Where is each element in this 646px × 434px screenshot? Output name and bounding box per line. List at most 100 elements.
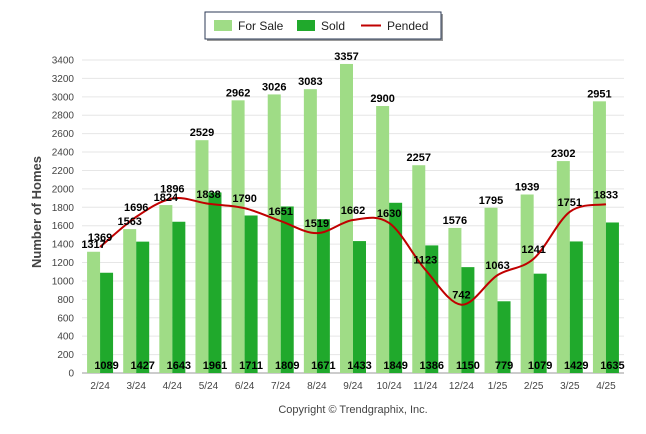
y-tick-label: 2200	[52, 166, 75, 177]
label-pended: 1519	[305, 218, 329, 230]
bar-for-sale	[123, 229, 137, 373]
label-for-sale: 1939	[515, 181, 539, 193]
label-pended: 1838	[196, 189, 220, 201]
label-pended: 1790	[232, 193, 256, 205]
y-tick-label: 2600	[52, 129, 75, 140]
x-tick-label: 12/24	[449, 381, 474, 392]
y-tick-label: 2400	[52, 148, 75, 159]
copyright-credit: Copyright © Trendgraphix, Inc.	[278, 404, 427, 416]
x-tick-label: 2/25	[524, 381, 544, 392]
label-pended: 1241	[521, 244, 545, 256]
bar-layer	[87, 63, 619, 374]
label-pended: 1630	[377, 208, 401, 220]
x-tick-label: 8/24	[307, 381, 327, 392]
x-tick-label: 10/24	[377, 381, 402, 392]
bar-sold	[100, 272, 114, 373]
legend-label-sold: Sold	[321, 19, 345, 33]
bar-sold	[353, 241, 366, 373]
label-for-sale: 3026	[262, 81, 286, 93]
y-tick-label: 2000	[52, 184, 75, 195]
label-for-sale: 1795	[479, 195, 503, 207]
bar-for-sale	[267, 94, 281, 374]
bar-sold	[136, 241, 150, 373]
y-tick-label: 1400	[52, 240, 75, 251]
y-tick-label: 2800	[52, 111, 75, 122]
label-for-sale: 1824	[154, 192, 179, 204]
axis-layer: 0 200 400 600 800 1000 1200 1400 1600 1800 2000 220…	[52, 56, 616, 393]
bar-sold	[533, 273, 547, 373]
label-for-sale: 2900	[370, 93, 394, 105]
label-sold: 1079	[528, 360, 552, 372]
bar-for-sale	[159, 205, 173, 373]
label-for-sale: 2529	[190, 127, 214, 139]
bar-sold	[389, 202, 403, 373]
legend-box	[204, 11, 442, 40]
x-tick-label: 3/25	[560, 381, 580, 392]
legend-swatch-sold	[297, 20, 315, 31]
label-for-sale: 2257	[407, 152, 431, 164]
x-tick-label: 7/24	[271, 381, 291, 392]
label-pended: 1833	[594, 189, 618, 201]
y-tick-label: 1000	[52, 276, 75, 287]
label-pended: 742	[452, 290, 470, 302]
label-pended: 1896	[160, 183, 184, 195]
label-sold: 1386	[420, 360, 444, 372]
label-sold: 1849	[383, 360, 407, 372]
label-sold: 1643	[167, 360, 191, 372]
y-tick-label: 600	[57, 313, 74, 324]
label-sold: 1427	[130, 360, 154, 372]
y-tick-label: 0	[68, 369, 74, 380]
bar-for-sale	[556, 161, 570, 373]
label-for-sale: 2951	[587, 88, 611, 100]
bar-for-sale	[87, 251, 101, 373]
bar-for-sale	[484, 207, 498, 373]
label-layer: 1317 1089 1369 1563 1427 1696 1824 1643 1896 2529…	[81, 51, 624, 372]
x-tick-label: 4/25	[596, 381, 616, 392]
x-tick-label: 1/25	[488, 381, 508, 392]
label-sold: 1429	[564, 360, 588, 372]
legend: For Sale Sold Pended	[204, 11, 443, 41]
bar-for-sale	[448, 227, 462, 373]
y-tick-label: 1600	[52, 221, 75, 232]
bar-sold	[208, 192, 222, 373]
label-sold: 779	[495, 360, 513, 372]
x-tick-label: 3/24	[126, 381, 146, 392]
legend-swatch-for-sale	[214, 20, 232, 31]
label-sold: 1150	[456, 360, 480, 372]
bar-sold	[316, 219, 330, 373]
label-pended: 1063	[485, 260, 509, 272]
x-tick-label: 5/24	[199, 381, 219, 392]
label-pended: 1751	[558, 197, 582, 209]
label-for-sale: 1563	[117, 216, 141, 228]
y-tick-label: 1200	[52, 258, 75, 269]
x-tick-label: 2/24	[90, 381, 110, 392]
label-for-sale: 2962	[226, 87, 250, 99]
label-for-sale: 2302	[551, 148, 575, 160]
y-tick-label: 3000	[52, 92, 75, 103]
y-tick-label: 400	[57, 332, 74, 343]
bar-sold	[280, 206, 294, 373]
label-sold: 1671	[311, 360, 335, 372]
bar-for-sale	[412, 165, 426, 373]
line-layer	[99, 196, 607, 306]
label-pended: 1662	[341, 205, 365, 217]
label-for-sale: 1576	[443, 215, 467, 227]
label-pended: 1123	[413, 255, 437, 267]
bar-for-sale	[231, 100, 245, 373]
label-pended: 1696	[124, 202, 148, 214]
x-tick-label: 6/24	[235, 381, 255, 392]
label-for-sale: 3083	[298, 76, 322, 88]
bar-for-sale	[195, 140, 209, 373]
label-sold: 1089	[94, 360, 118, 372]
bar-sold	[605, 222, 619, 373]
x-tick-label: 11/24	[413, 381, 438, 392]
legend-label-for-sale: For Sale	[238, 19, 284, 33]
x-tick-label: 4/24	[163, 381, 183, 392]
bar-sold	[461, 267, 475, 373]
bar-sold	[497, 301, 511, 373]
label-sold: 1809	[275, 360, 299, 372]
bar-for-sale	[340, 63, 353, 374]
label-for-sale: 1317	[81, 239, 105, 251]
